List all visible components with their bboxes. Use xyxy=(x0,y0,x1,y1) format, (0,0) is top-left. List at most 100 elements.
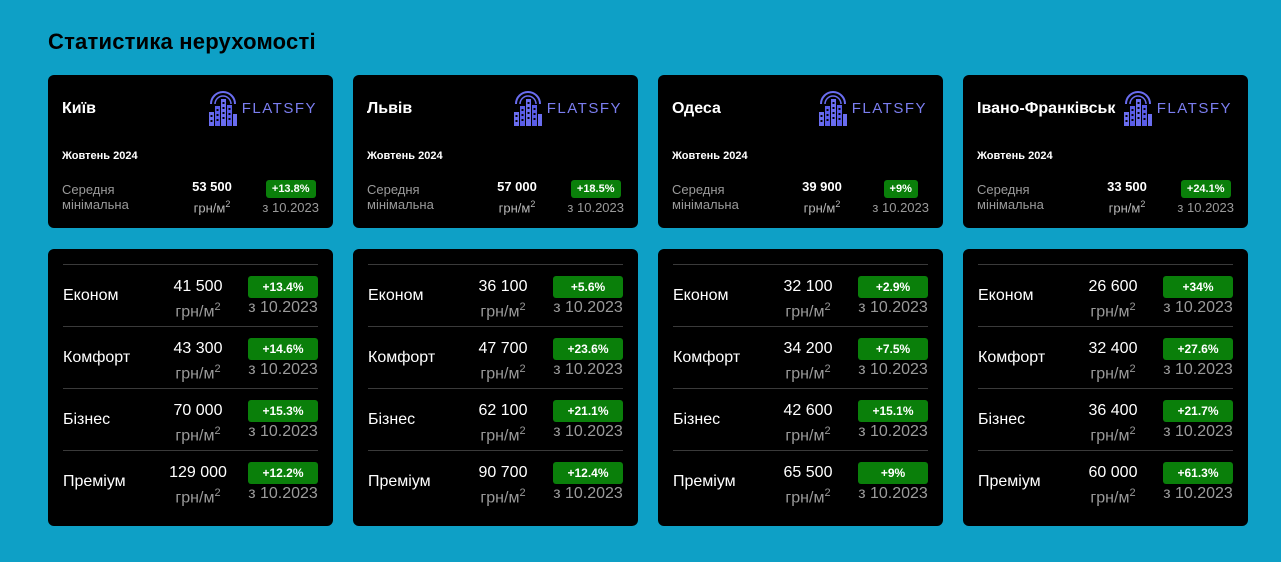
segment-row: Комфорт 32 400 грн/м2 +27.6% з 10.2023 xyxy=(978,326,1233,388)
period-label: Жовтень 2024 xyxy=(367,150,443,162)
segment-change: +21.1% з 10.2023 xyxy=(553,400,623,441)
change-badge: +61.3% xyxy=(1163,462,1233,484)
price-unit: грн/м2 xyxy=(770,197,874,215)
segment-change: +27.6% з 10.2023 xyxy=(1163,338,1233,379)
segment-row: Комфорт 34 200 грн/м2 +7.5% з 10.2023 xyxy=(673,326,928,388)
city-name: Київ xyxy=(62,100,96,117)
avg-min-label: Середня мінімальна xyxy=(62,182,129,212)
since-label: з 10.2023 xyxy=(553,423,623,440)
unit-text: грн/м xyxy=(1090,427,1130,445)
segment-value: 60 000 грн/м2 xyxy=(1062,463,1164,507)
unit-sup: 2 xyxy=(519,487,526,499)
segment-value-number: 65 500 xyxy=(783,464,833,481)
segment-change: +23.6% з 10.2023 xyxy=(553,338,623,379)
since-label: з 10.2023 xyxy=(248,423,318,440)
price-unit: грн/м2 xyxy=(452,298,554,321)
unit-text: грн/м xyxy=(1090,489,1130,507)
segment-row: Преміум 60 000 грн/м2 +61.3% з 10.2023 xyxy=(978,450,1233,512)
since-label: з 10.2023 xyxy=(248,485,318,502)
unit-text: грн/м xyxy=(498,200,531,216)
segment-name: Комфорт xyxy=(673,349,741,366)
segment-value: 42 600 грн/м2 xyxy=(757,401,859,445)
segments-card-odesa: Економ 32 100 грн/м2 +2.9% з 10.2023 Ком… xyxy=(658,249,943,526)
summary-card-lviv: Львів FLATSFY Жовтень 2024 Середня мінім… xyxy=(353,75,638,228)
unit-text: грн/м xyxy=(1108,200,1141,216)
unit-sup: 2 xyxy=(1129,301,1136,313)
city-name: Львів xyxy=(367,100,413,117)
segment-change: +9% з 10.2023 xyxy=(858,462,928,503)
logo-text: FLATSFY xyxy=(241,99,317,117)
segment-value: 26 600 грн/м2 xyxy=(1062,277,1164,321)
segment-change: +7.5% з 10.2023 xyxy=(858,338,928,379)
unit-sup: 2 xyxy=(824,487,831,499)
segment-value-number: 36 100 xyxy=(478,278,528,295)
flatsfy-logo[interactable]: FLATSFY xyxy=(208,90,317,126)
unit-text: грн/м xyxy=(175,489,215,507)
segment-change: +2.9% з 10.2023 xyxy=(858,276,928,317)
segment-value: 70 000 грн/м2 xyxy=(147,401,249,445)
since-label: з 10.2023 xyxy=(858,299,928,316)
avg-change: +13.8% з 10.2023 xyxy=(262,179,319,215)
segment-name: Економ xyxy=(673,287,729,304)
since-label: з 10.2023 xyxy=(1163,423,1233,440)
avg-value-number: 39 900 xyxy=(802,179,842,194)
summary-card-odesa: Одеса FLATSFY Жовтень 2024 Середня мінім… xyxy=(658,75,943,228)
price-unit: грн/м2 xyxy=(1062,422,1164,445)
segment-name: Економ xyxy=(368,287,424,304)
segment-value-number: 43 300 xyxy=(173,340,223,357)
avg-min-label: Середня мінімальна xyxy=(672,182,739,212)
segment-value: 32 100 грн/м2 xyxy=(757,277,859,321)
avg-change: +9% з 10.2023 xyxy=(872,179,929,215)
unit-text: грн/м xyxy=(480,365,520,383)
avg-change: +24.1% з 10.2023 xyxy=(1177,179,1234,215)
change-badge: +21.7% xyxy=(1163,400,1233,422)
segment-name: Комфорт xyxy=(978,349,1046,366)
period-label: Жовтень 2024 xyxy=(62,150,138,162)
segment-value-number: 129 000 xyxy=(169,464,227,481)
unit-text: грн/м xyxy=(785,489,825,507)
segment-value: 90 700 грн/м2 xyxy=(452,463,554,507)
price-unit: грн/м2 xyxy=(452,422,554,445)
avg-value-number: 57 000 xyxy=(497,179,537,194)
unit-text: грн/м xyxy=(1090,303,1130,321)
since-label: з 10.2023 xyxy=(858,423,928,440)
segments-card-kyiv: Економ 41 500 грн/м2 +13.4% з 10.2023 Ко… xyxy=(48,249,333,526)
segment-row: Економ 32 100 грн/м2 +2.9% з 10.2023 xyxy=(673,264,928,326)
segment-value-number: 47 700 xyxy=(478,340,528,357)
unit-sup: 2 xyxy=(519,425,526,437)
segment-row: Бізнес 70 000 грн/м2 +15.3% з 10.2023 xyxy=(63,388,318,450)
segment-change: +61.3% з 10.2023 xyxy=(1163,462,1233,503)
change-badge: +12.2% xyxy=(248,462,318,484)
flatsfy-logo[interactable]: FLATSFY xyxy=(1123,90,1232,126)
flatsfy-logo[interactable]: FLATSFY xyxy=(513,90,622,126)
segment-row: Преміум 90 700 грн/м2 +12.4% з 10.2023 xyxy=(368,450,623,512)
price-unit: грн/м2 xyxy=(1062,484,1164,507)
since-label: з 10.2023 xyxy=(248,299,318,316)
segment-value-number: 62 100 xyxy=(478,402,528,419)
avg-change: +18.5% з 10.2023 xyxy=(567,179,624,215)
flatsfy-building-icon xyxy=(818,91,847,126)
change-badge: +27.6% xyxy=(1163,338,1233,360)
unit-text: грн/м xyxy=(480,489,520,507)
change-badge: +15.1% xyxy=(858,400,928,422)
unit-sup: 2 xyxy=(824,425,831,437)
price-unit: грн/м2 xyxy=(452,484,554,507)
price-unit: грн/м2 xyxy=(147,360,249,383)
flatsfy-logo[interactable]: FLATSFY xyxy=(818,90,927,126)
unit-sup: 2 xyxy=(824,301,831,313)
change-badge: +24.1% xyxy=(1180,180,1231,198)
segment-value-number: 41 500 xyxy=(173,278,223,295)
since-label: з 10.2023 xyxy=(553,299,623,316)
unit-sup: 2 xyxy=(1129,487,1136,499)
change-badge: +5.6% xyxy=(553,276,623,298)
logo-text: FLATSFY xyxy=(546,99,622,117)
segment-name: Бізнес xyxy=(978,411,1026,428)
segment-value-number: 26 600 xyxy=(1088,278,1138,295)
segment-name: Економ xyxy=(978,287,1034,304)
segment-row: Бізнес 42 600 грн/м2 +15.1% з 10.2023 xyxy=(673,388,928,450)
change-badge: +14.6% xyxy=(248,338,318,360)
segment-change: +21.7% з 10.2023 xyxy=(1163,400,1233,441)
segment-name: Комфорт xyxy=(63,349,131,366)
avg-min-value: 33 500 грн/м2 xyxy=(1075,179,1179,215)
segment-value-number: 60 000 xyxy=(1088,464,1138,481)
